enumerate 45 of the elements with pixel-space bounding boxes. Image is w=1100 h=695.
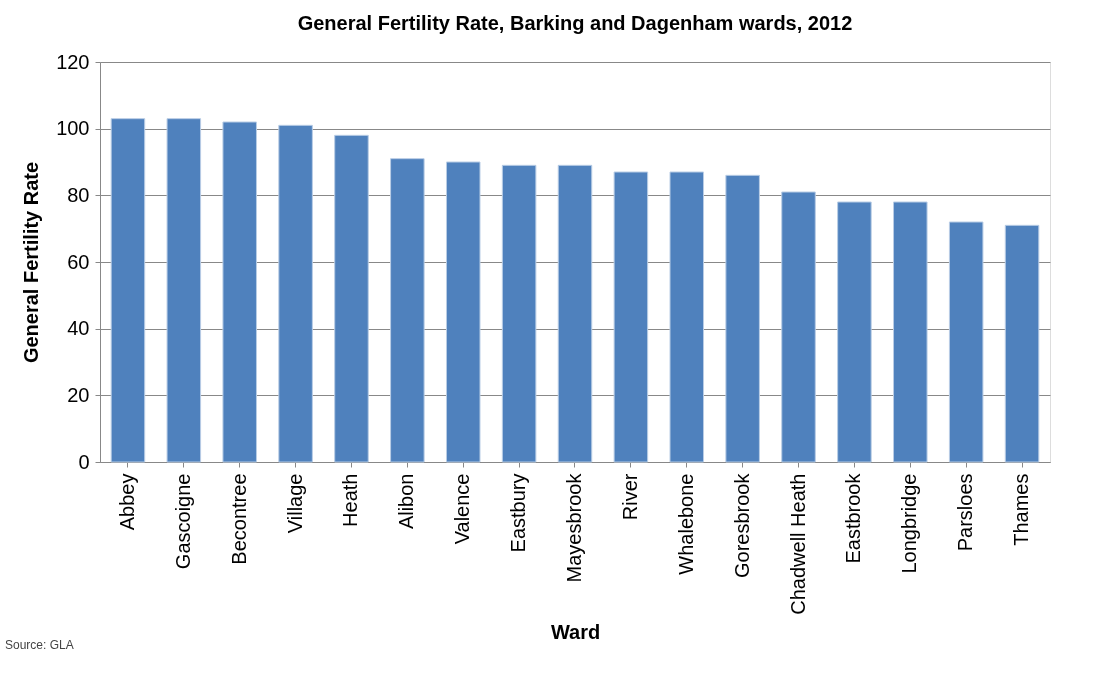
x-tick-label: Parsloes — [954, 473, 977, 552]
x-tick-label: Eastbrook — [842, 472, 865, 564]
bar — [837, 201, 872, 463]
y-tick-label: 20 — [67, 383, 90, 406]
x-axis-title: Ward — [550, 620, 601, 643]
bar — [110, 118, 146, 463]
y-tick-label: 100 — [56, 117, 90, 140]
chart-title: General Fertility Rate, Barking and Dagenham wards, 2012 — [297, 12, 853, 34]
bar — [557, 164, 593, 463]
bar — [1004, 224, 1040, 463]
source-note: Source: GLA — [5, 638, 74, 652]
bar — [445, 161, 481, 463]
bar — [501, 164, 537, 463]
x-tick-label: Abbey — [115, 473, 138, 531]
x-tick-label: Becontree — [227, 473, 250, 565]
bar — [613, 171, 649, 463]
y-axis-title: General Fertility Rate — [20, 161, 43, 364]
y-tick-label: 40 — [67, 317, 90, 340]
bar — [278, 124, 313, 463]
x-tick-label: Eastbury — [507, 473, 530, 553]
bar — [948, 221, 984, 463]
x-tick-label: Thames — [1010, 473, 1033, 546]
x-tick-label: Goresbrook — [730, 472, 753, 578]
bar — [222, 121, 257, 463]
bar — [781, 191, 816, 463]
bar — [166, 118, 202, 463]
y-tick-label: 80 — [67, 183, 90, 206]
y-tick-label: 60 — [67, 250, 90, 273]
x-tick-label: Chadwell Heath — [786, 473, 809, 615]
bar — [334, 134, 369, 463]
bar — [390, 158, 425, 463]
x-tick-label: River — [618, 473, 641, 521]
x-tick-label: Heath — [339, 473, 362, 527]
y-tick-label: 120 — [56, 50, 90, 73]
bar — [725, 174, 760, 463]
y-tick-label: 0 — [78, 450, 90, 473]
x-tick-label: Whalebone — [674, 473, 697, 575]
x-tick-label: Mayesbrook — [563, 472, 585, 583]
x-tick-label: Longbridge — [898, 473, 921, 574]
x-tick-label: Alibon — [395, 473, 418, 530]
x-tick-label: Valence — [451, 473, 474, 545]
x-tick-label: Gascoigne — [171, 473, 194, 570]
bar — [893, 201, 928, 463]
x-tick-label: Village — [283, 473, 306, 534]
bar — [669, 171, 705, 463]
